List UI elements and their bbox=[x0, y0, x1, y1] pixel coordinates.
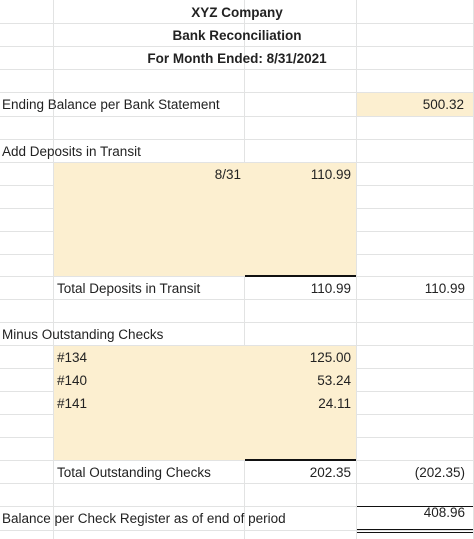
check-number[interactable]: #140 bbox=[57, 373, 88, 388]
final-balance-label: Balance per Check Register as of end of … bbox=[2, 511, 286, 526]
report-period: For Month Ended: 8/31/2021 bbox=[147, 51, 327, 66]
check-amount[interactable]: 53.24 bbox=[317, 373, 351, 388]
deposits-total-label: Total Deposits in Transit bbox=[57, 281, 201, 296]
check-amount[interactable]: 24.11 bbox=[318, 396, 351, 411]
company-name: XYZ Company bbox=[191, 5, 283, 20]
grid-row-line bbox=[0, 345, 474, 346]
final-double-rule bbox=[357, 532, 473, 533]
deposits-total-value[interactable]: 110.99 bbox=[424, 281, 465, 296]
check-number[interactable]: #134 bbox=[57, 350, 88, 365]
deposit-date[interactable]: 8/31 bbox=[214, 167, 241, 182]
grid-row-line bbox=[0, 530, 474, 531]
grid-row-line bbox=[0, 506, 474, 507]
final-balance-value[interactable]: 408.96 bbox=[423, 505, 465, 520]
grid-row-line bbox=[0, 23, 474, 24]
grid-row-line bbox=[0, 276, 474, 277]
ending-balance-label: Ending Balance per Bank Statement bbox=[2, 97, 220, 112]
ending-balance-cell-highlight bbox=[357, 93, 473, 116]
grid-row-line bbox=[0, 46, 474, 47]
checks-section-label: Minus Outstanding Checks bbox=[2, 327, 164, 342]
deposits-total-subtotal[interactable]: 110.99 bbox=[310, 281, 351, 296]
grid-col-line bbox=[356, 0, 357, 539]
ending-balance-value[interactable]: 500.32 bbox=[422, 97, 464, 112]
final-rule-top bbox=[357, 506, 473, 507]
checks-total-label: Total Outstanding Checks bbox=[57, 465, 211, 480]
deposit-amount[interactable]: 110.99 bbox=[310, 167, 351, 182]
deposits-entry-highlight bbox=[54, 163, 356, 276]
final-double-rule bbox=[357, 529, 473, 530]
subtotal-rule bbox=[245, 275, 356, 277]
report-title: Bank Reconciliation bbox=[172, 28, 302, 43]
check-number[interactable]: #141 bbox=[57, 396, 88, 411]
deposits-section-label: Add Deposits in Transit bbox=[2, 144, 141, 159]
grid-row-line bbox=[0, 69, 474, 70]
checks-entry-highlight bbox=[54, 346, 356, 460]
grid-row-line bbox=[0, 322, 474, 323]
grid-row-line bbox=[0, 116, 474, 117]
grid-row-line bbox=[0, 483, 474, 484]
checks-total-value[interactable]: (202.35) bbox=[414, 465, 465, 480]
grid-row-line bbox=[0, 139, 474, 140]
subtotal-rule bbox=[245, 459, 356, 461]
check-amount[interactable]: 125.00 bbox=[309, 350, 351, 365]
checks-total-subtotal[interactable]: 202.35 bbox=[309, 465, 351, 480]
grid-row-line bbox=[0, 92, 474, 93]
grid-row-line bbox=[0, 299, 474, 300]
grid-row-line bbox=[0, 460, 474, 461]
grid-row-line bbox=[0, 162, 474, 163]
grid-col-line bbox=[53, 0, 54, 539]
